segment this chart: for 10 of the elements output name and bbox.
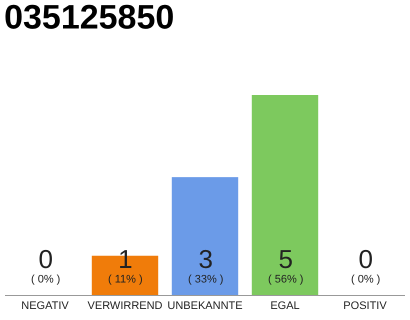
data-label: 0 ( 0% )	[31, 244, 60, 286]
data-label: 5 ( 56% )	[268, 244, 304, 286]
x-tick-label: UNBEKANNTE	[167, 300, 243, 312]
chart-title: 035125850	[4, 0, 174, 37]
x-tick-label: POSITIV	[343, 300, 388, 312]
data-label: 0 ( 0% )	[351, 244, 380, 286]
x-tick-label: NEGATIV	[21, 300, 70, 312]
x-tick-label: VERWIRREND	[88, 300, 163, 312]
x-tick-label: EGAL	[270, 300, 300, 312]
data-label: 3 ( 33% )	[188, 244, 224, 286]
